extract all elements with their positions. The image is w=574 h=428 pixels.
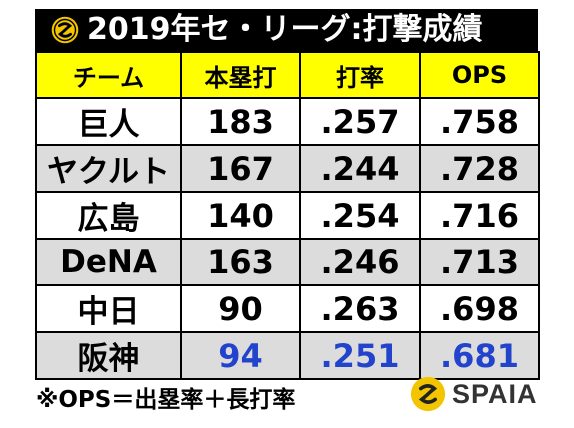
batting-average-cell: .246 bbox=[299, 238, 421, 286]
table-row: 広島 140 .254 .716 bbox=[35, 191, 540, 240]
team-cell: 阪神 bbox=[35, 331, 182, 380]
home-runs-cell: 163 bbox=[180, 238, 301, 286]
batting-average-cell: .251 bbox=[299, 331, 421, 380]
table-row: ヤクルト 167 .244 .728 bbox=[35, 144, 540, 193]
home-runs-cell: 183 bbox=[180, 97, 301, 146]
ops-cell: .728 bbox=[419, 144, 540, 193]
spaia-logo-icon bbox=[51, 16, 79, 44]
table-row: DeNA 163 .246 .713 bbox=[35, 238, 540, 286]
page-title: 2019年セ・リーグ:打撃成績 bbox=[87, 12, 483, 47]
ops-cell: .713 bbox=[419, 238, 540, 286]
batting-average-cell: .254 bbox=[299, 191, 421, 240]
batting-average-cell: .263 bbox=[299, 284, 421, 333]
ops-cell: .681 bbox=[419, 331, 540, 380]
team-cell: ヤクルト bbox=[35, 144, 182, 193]
ops-footnote: ※OPS＝出塁率＋長打率 bbox=[36, 387, 296, 413]
column-header-batting-average: 打率 bbox=[299, 51, 421, 99]
brand-name: SPAIA bbox=[452, 378, 538, 409]
table-row: 中日 90 .263 .698 bbox=[35, 284, 540, 333]
home-runs-cell: 167 bbox=[180, 144, 301, 193]
column-header-team: チーム bbox=[35, 51, 182, 99]
team-cell: 広島 bbox=[35, 191, 182, 240]
brand-mark: SPAIA bbox=[410, 376, 538, 412]
home-runs-cell: 94 bbox=[180, 331, 301, 380]
team-cell: 中日 bbox=[35, 284, 182, 333]
ops-cell: .698 bbox=[419, 284, 540, 333]
table-header-row: チーム 本塁打 打率 OPS bbox=[35, 51, 540, 99]
ops-cell: .758 bbox=[419, 97, 540, 146]
home-runs-cell: 90 bbox=[180, 284, 301, 333]
table-row: 巨人 183 .257 .758 bbox=[35, 97, 540, 146]
ops-cell: .716 bbox=[419, 191, 540, 240]
team-cell: 巨人 bbox=[35, 97, 182, 146]
batting-average-cell: .244 bbox=[299, 144, 421, 193]
batting-stats-table: チーム 本塁打 打率 OPS 巨人 183 .257 .758 ヤクルト 167… bbox=[35, 51, 540, 380]
column-header-ops: OPS bbox=[419, 51, 540, 99]
table-row: 阪神 94 .251 .681 bbox=[35, 331, 540, 380]
spaia-logo-icon bbox=[410, 376, 446, 412]
column-header-home-runs: 本塁打 bbox=[180, 51, 301, 99]
title-bar: 2019年セ・リーグ:打撃成績 bbox=[35, 9, 538, 51]
team-cell: DeNA bbox=[35, 238, 182, 286]
batting-average-cell: .257 bbox=[299, 97, 421, 146]
home-runs-cell: 140 bbox=[180, 191, 301, 240]
